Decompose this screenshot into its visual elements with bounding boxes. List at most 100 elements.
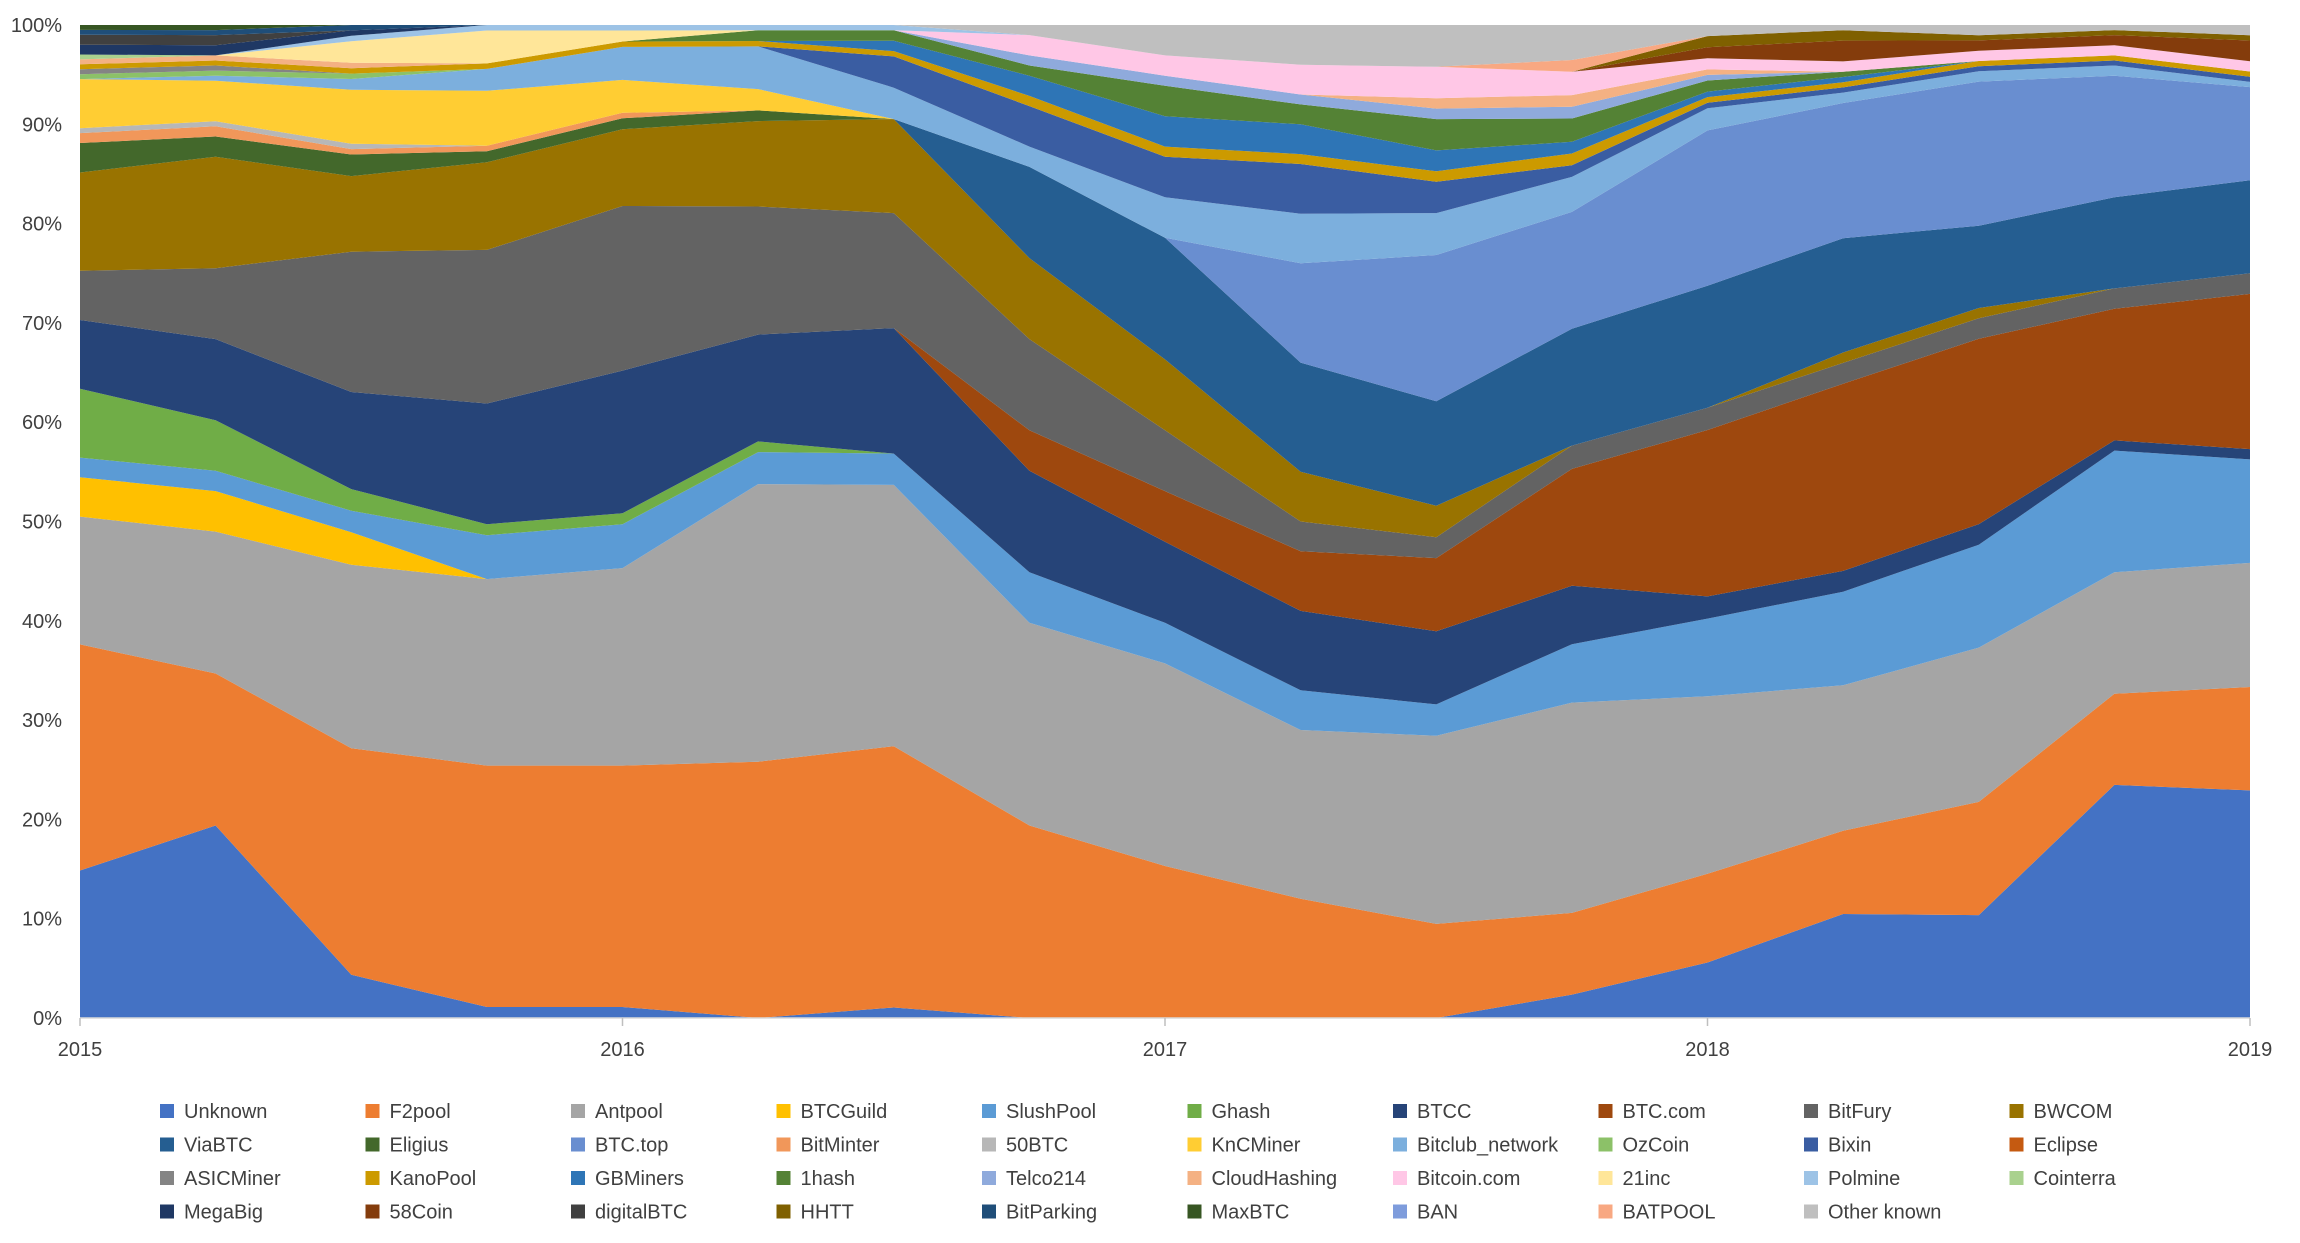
legend-swatch [1804, 1137, 1818, 1152]
legend-item-bitclub-network: Bitclub_network [1393, 1135, 1559, 1157]
area-bitparking [80, 25, 2250, 72]
legend-item-bixin: Bixin [1804, 1135, 1871, 1157]
area-bitfury [80, 206, 2250, 559]
legend-item-btc-com: BTC.com [1598, 1101, 1706, 1123]
area-slushpool [80, 450, 2250, 736]
legend-item-kncminer: KnCMiner [1187, 1135, 1301, 1157]
area-hhtt [80, 25, 2250, 72]
legend-label: Other known [1828, 1202, 1941, 1224]
legend-label: GBMiners [595, 1168, 684, 1190]
legend-swatch [365, 1204, 380, 1219]
legend-swatch [571, 1171, 585, 1185]
legend-swatch [1804, 1204, 1818, 1219]
area-kanopool [80, 41, 2250, 182]
area-antpool [80, 484, 2250, 924]
legend-label: BTCC [1417, 1101, 1471, 1123]
legend-item-btcc: BTCC [1393, 1101, 1471, 1123]
y-tick-label: 30% [22, 710, 62, 732]
legend-item-bitcoin-com: Bitcoin.com [1393, 1168, 1520, 1190]
y-tick-label: 90% [22, 114, 62, 136]
legend-item-telco214: Telco214 [982, 1168, 1086, 1190]
legend-item-viabtc: ViaBTC [160, 1135, 253, 1157]
legend-item-slushpool: SlushPool [982, 1101, 1096, 1123]
legend: Unknown F2pool Antpool BTCGuild SlushPool Gha… [160, 1101, 2117, 1224]
legend-item-kanopool: KanoPool [365, 1168, 477, 1190]
legend-label: BitFury [1828, 1101, 1891, 1123]
legend-swatch [571, 1104, 585, 1118]
legend-swatch [571, 1204, 585, 1219]
area-bixin [80, 46, 2250, 214]
legend-item-bitparking: BitParking [982, 1202, 1097, 1224]
legend-label: BWCOM [2034, 1101, 2113, 1123]
legend-item-batpool: BATPOOL [1598, 1202, 1716, 1224]
legend-swatch [776, 1171, 791, 1185]
legend-item-eligius: Eligius [365, 1135, 448, 1157]
x-tick-label: 2016 [600, 1039, 645, 1061]
legend-item-maxbtc: MaxBTC [1187, 1202, 1289, 1224]
area-btc-top [80, 75, 2250, 402]
legend-swatch [1804, 1104, 1818, 1118]
legend-item-megabig: MegaBig [160, 1202, 263, 1224]
y-tick-label: 10% [22, 909, 62, 931]
legend-item-other-known: Other known [1804, 1202, 1941, 1224]
legend-label: 50BTC [1006, 1135, 1068, 1157]
legend-swatch [365, 1104, 380, 1118]
legend-label: CloudHashing [1212, 1168, 1338, 1190]
legend-item-gbminers: GBMiners [571, 1168, 684, 1190]
legend-swatch [160, 1104, 174, 1118]
legend-swatch [160, 1137, 174, 1152]
area-bitclub-network [80, 46, 2250, 264]
legend-swatch [982, 1104, 996, 1118]
legend-label: 58Coin [390, 1202, 453, 1224]
legend-label: Unknown [184, 1101, 267, 1123]
legend-item-ozcoin: OzCoin [1598, 1135, 1689, 1157]
legend-swatch [1598, 1204, 1613, 1219]
legend-item-asicminer: ASICMiner [160, 1168, 281, 1190]
area-btc-com [80, 293, 2250, 632]
legend-label: KnCMiner [1212, 1135, 1301, 1157]
legend-swatch [1393, 1137, 1407, 1152]
legend-swatch [1187, 1204, 1202, 1219]
legend-swatch [1393, 1104, 1407, 1118]
area-other-known [80, 25, 2250, 67]
x-tick-label: 2017 [1143, 1039, 1188, 1061]
legend-swatch [776, 1137, 791, 1152]
legend-label: BTC.top [595, 1135, 668, 1157]
area-viabtc [80, 119, 2250, 506]
legend-item-ban: BAN [1393, 1202, 1458, 1224]
y-tick-label: 100% [11, 15, 62, 37]
legend-item-bitminter: BitMinter [776, 1135, 880, 1157]
legend-swatch [1393, 1171, 1407, 1185]
legend-item-21inc: 21inc [1598, 1168, 1671, 1190]
legend-label: Ghash [1212, 1101, 1271, 1123]
legend-item-cloudhashing: CloudHashing [1187, 1168, 1338, 1190]
legend-swatch [1598, 1137, 1613, 1152]
legend-swatch [365, 1171, 380, 1185]
y-tick-label: 40% [22, 611, 62, 633]
legend-label: Telco214 [1006, 1168, 1086, 1190]
legend-swatch [160, 1204, 174, 1219]
x-tick-label: 2015 [58, 1039, 103, 1061]
legend-label: Polmine [1828, 1168, 1900, 1190]
area-1hash [80, 30, 2250, 151]
legend-label: Bitcoin.com [1417, 1168, 1520, 1190]
legend-label: Bixin [1828, 1135, 1871, 1157]
legend-item-btc-top: BTC.top [571, 1135, 668, 1157]
area-btcc [80, 320, 2250, 705]
legend-label: KanoPool [390, 1168, 477, 1190]
legend-label: Antpool [595, 1101, 663, 1123]
legend-swatch [1187, 1104, 1202, 1118]
y-tick-label: 80% [22, 214, 62, 236]
legend-item-digitalbtc: digitalBTC [571, 1202, 687, 1224]
legend-swatch [982, 1204, 996, 1219]
legend-item-cointerra: Cointerra [2009, 1168, 2117, 1190]
legend-swatch [2009, 1171, 2024, 1185]
legend-label: BTC.com [1623, 1101, 1706, 1123]
legend-swatch [1187, 1171, 1202, 1185]
legend-label: 21inc [1623, 1168, 1671, 1190]
legend-swatch [365, 1137, 380, 1152]
y-tick-label: 60% [22, 412, 62, 434]
area-21inc [80, 30, 2250, 72]
legend-swatch [2009, 1137, 2024, 1152]
